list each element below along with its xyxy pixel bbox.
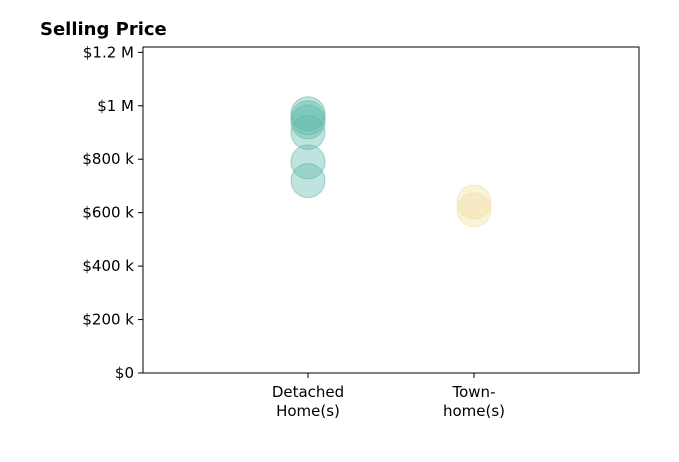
data-point [456, 192, 492, 228]
chart-title: Selling Price [40, 19, 167, 40]
points-layer [290, 96, 492, 228]
y-axis: $0 $200 k $400 k $600 k $800 k $1 M $1.2 M [82, 43, 143, 382]
x-tick-label: Town- [452, 383, 496, 401]
data-point [290, 115, 326, 151]
y-tick-label: $0 [115, 364, 134, 382]
y-tick-label: $200 k [82, 311, 134, 329]
x-tick-label: Detached [272, 383, 344, 401]
data-point [290, 163, 326, 199]
data-point [290, 144, 326, 180]
y-tick-label: $400 k [82, 257, 134, 275]
y-tick-label: $1 M [97, 97, 134, 115]
plot-frame [142, 46, 640, 374]
data-point [290, 96, 326, 132]
y-tick-label: $1.2 M [83, 43, 134, 61]
y-tick-label: $800 k [82, 150, 134, 168]
x-tick-label: home(s) [443, 402, 505, 420]
x-tick-label: Home(s) [276, 402, 340, 420]
data-point [456, 184, 492, 220]
y-tick-label: $600 k [82, 204, 134, 222]
